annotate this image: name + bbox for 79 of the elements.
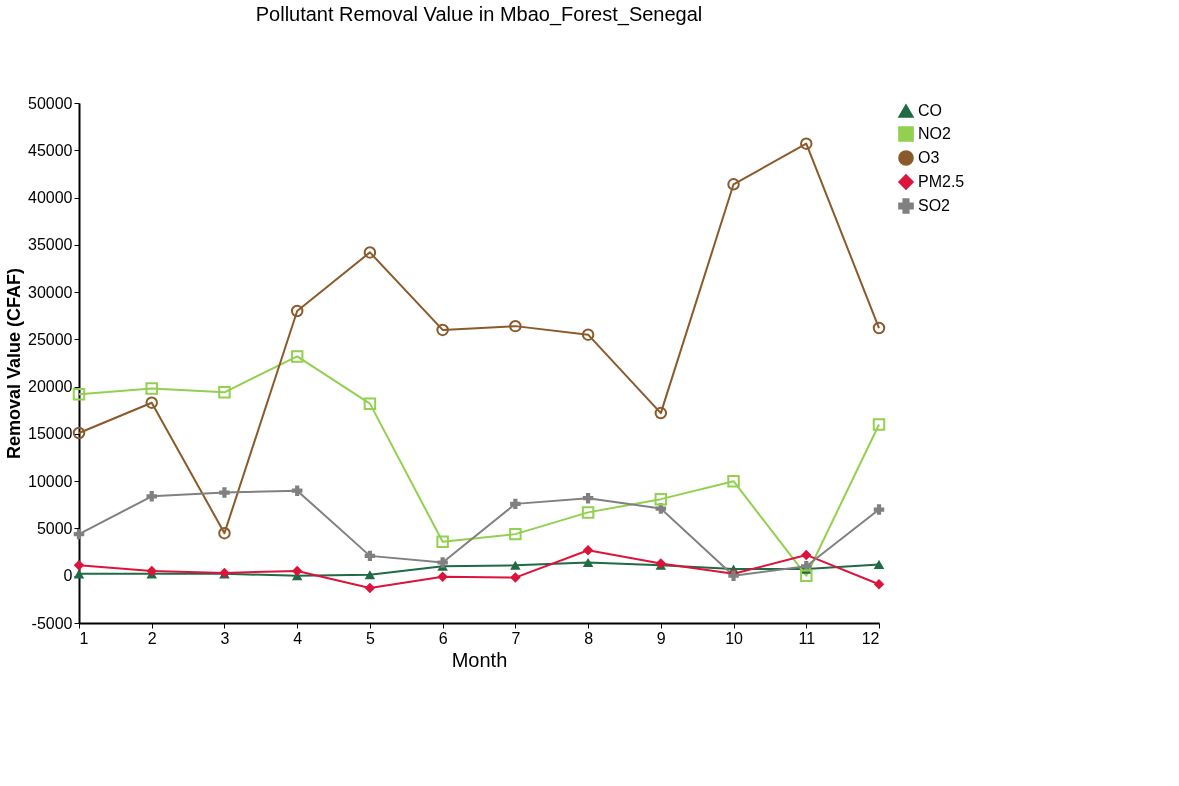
point (582, 492, 594, 504)
x-tick-label: 4 (293, 629, 303, 647)
point (873, 504, 885, 515)
legend-label: NO2 (918, 125, 951, 142)
y-tick-label: 50000 (28, 94, 73, 112)
point (727, 474, 740, 488)
point (654, 406, 668, 420)
point (218, 526, 231, 540)
y-tick-label: 5000 (36, 519, 73, 537)
point (363, 246, 377, 259)
point (581, 328, 595, 341)
legend-label: CO (918, 102, 942, 119)
point (437, 571, 448, 582)
legend-label: SO2 (918, 197, 951, 214)
y-tick-label: 10000 (28, 472, 73, 490)
point (291, 565, 303, 577)
x-tick-label: 12 (861, 629, 880, 647)
y-tick-label: 40000 (28, 189, 73, 207)
point (146, 491, 157, 502)
point (364, 570, 376, 580)
point (654, 492, 668, 506)
y-tick-label: 30000 (28, 283, 73, 301)
y-axis-title: Removal Value (CFAF) (4, 267, 25, 460)
y-tick-label: 0 (63, 567, 73, 585)
point (800, 569, 813, 582)
y-tick-label: -5000 (31, 614, 73, 632)
point (72, 387, 86, 401)
point (800, 137, 813, 150)
x-tick-label: 8 (584, 629, 594, 647)
y-tick-label: 25000 (28, 330, 73, 348)
point (437, 557, 448, 568)
point (582, 557, 594, 568)
point (873, 578, 885, 590)
x-tick-label: 10 (725, 629, 744, 647)
point (510, 560, 521, 570)
point (364, 550, 376, 562)
point (73, 528, 85, 540)
y-tick-label: 15000 (28, 425, 73, 443)
point (73, 560, 85, 571)
point (509, 319, 522, 333)
point (510, 572, 521, 583)
x-tick-label: 2 (147, 629, 157, 647)
point (581, 506, 595, 519)
point (727, 178, 740, 191)
point (291, 485, 303, 496)
chart-title: Pollutant Removal Value in Mbao_Forest_Senegal (255, 3, 703, 26)
point (509, 527, 522, 541)
point (145, 382, 158, 395)
x-tick-label: 5 (365, 629, 375, 647)
legend-label: PM2.5 (918, 173, 965, 190)
point (436, 323, 449, 337)
point (872, 418, 886, 431)
x-tick-label: 7 (511, 629, 521, 647)
legend-label: O3 (918, 149, 940, 166)
point (582, 544, 594, 556)
y-tick-label: 35000 (28, 236, 73, 254)
point (872, 321, 886, 335)
x-axis-title: Month (451, 648, 508, 671)
point (510, 498, 521, 510)
point (801, 549, 812, 561)
point (290, 350, 304, 363)
point (219, 487, 230, 498)
x-tick-label: 1 (79, 629, 89, 647)
point (436, 535, 449, 548)
point (290, 304, 304, 318)
x-tick-label: 9 (656, 629, 666, 647)
point (218, 386, 231, 399)
point (73, 569, 85, 579)
y-tick-label: 45000 (28, 141, 73, 159)
x-tick-label: 3 (220, 629, 230, 647)
point (146, 565, 157, 577)
x-tick-label: 11 (798, 629, 816, 647)
x-tick-label: 6 (438, 629, 448, 647)
point (363, 397, 377, 410)
point (72, 426, 86, 440)
point (873, 559, 885, 569)
point (364, 582, 376, 594)
y-tick-label: 20000 (28, 378, 73, 396)
point (145, 396, 158, 409)
